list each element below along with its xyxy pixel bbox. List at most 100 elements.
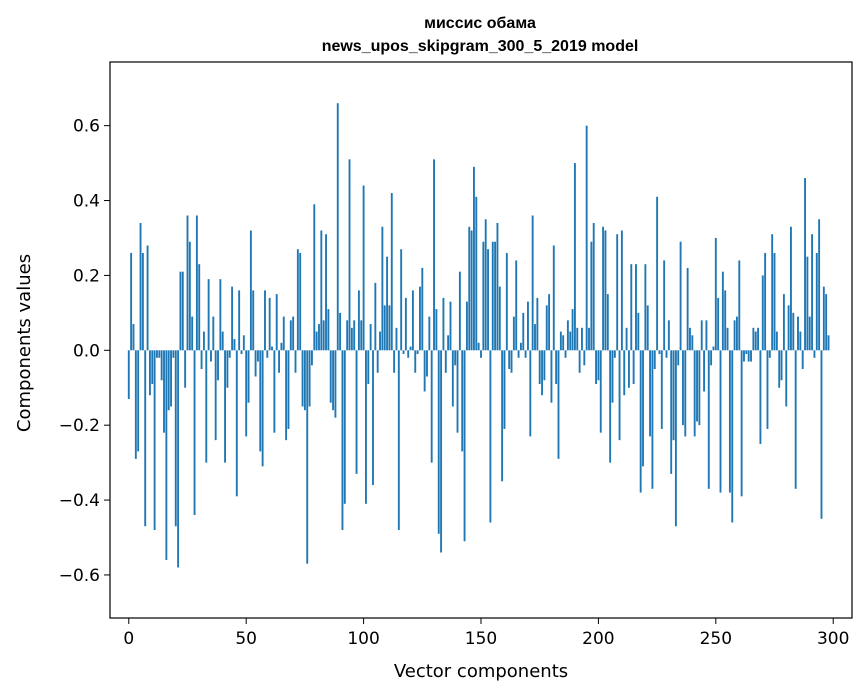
y-tick-label: −0.6 (59, 566, 100, 586)
bar-component-144 (465, 301, 468, 351)
bar-component-137 (449, 301, 452, 351)
bar-component-263 (745, 350, 748, 355)
bar-component-64 (278, 350, 280, 373)
bar-component-149 (477, 342, 480, 351)
bar-component-8 (146, 245, 149, 351)
x-tick-label: 300 (817, 629, 849, 649)
y-tick-label: 0.6 (73, 117, 100, 137)
bar-component-126 (423, 350, 426, 392)
bar-component-157 (496, 223, 499, 351)
bar-component-77 (308, 350, 311, 407)
bar-component-15 (163, 350, 165, 433)
bar-component-81 (318, 324, 320, 351)
bar-component-50 (245, 350, 248, 437)
bar-component-75 (303, 350, 306, 411)
bar-component-52 (249, 230, 252, 351)
bar-component-188 (569, 331, 572, 351)
bar-component-0 (127, 350, 130, 399)
bar-component-65 (280, 342, 283, 351)
bar-component-189 (571, 309, 574, 351)
bar-component-291 (811, 234, 814, 351)
bar-component-138 (451, 350, 454, 407)
bars-layer (127, 103, 830, 568)
bar-component-279 (782, 294, 785, 351)
bar-component-187 (566, 320, 569, 351)
bar-component-259 (736, 316, 738, 351)
bar-component-296 (822, 286, 825, 351)
bar-component-124 (419, 286, 421, 351)
bar-component-78 (311, 350, 313, 366)
bar-component-30 (198, 264, 201, 351)
bar-component-128 (428, 316, 431, 351)
bar-component-194 (583, 350, 586, 366)
bar-component-242 (696, 350, 698, 422)
bar-component-85 (327, 309, 330, 351)
bar-component-56 (259, 350, 262, 452)
bar-component-264 (747, 350, 750, 362)
bar-component-270 (761, 275, 764, 351)
bar-component-42 (226, 350, 229, 388)
bar-component-11 (153, 350, 156, 531)
bar-component-82 (320, 230, 323, 351)
bar-component-53 (252, 290, 255, 351)
bar-component-266 (752, 327, 755, 351)
bar-component-142 (461, 350, 464, 452)
chart-title: миссис обама (424, 15, 536, 32)
bar-component-161 (505, 252, 508, 351)
bar-component-165 (515, 260, 518, 351)
bar-component-152 (484, 219, 487, 351)
bar-component-238 (686, 267, 689, 351)
bar-component-210 (620, 230, 623, 351)
bar-component-129 (430, 350, 433, 463)
bar-component-265 (750, 350, 752, 362)
bar-component-127 (426, 350, 428, 377)
bar-component-158 (498, 286, 501, 351)
bar-component-268 (757, 327, 760, 351)
bar-component-202 (602, 226, 605, 351)
bar-component-3 (134, 350, 137, 459)
bar-component-136 (447, 335, 450, 351)
bar-component-253 (721, 271, 724, 351)
bar-component-145 (468, 226, 471, 351)
y-tick-label: 0.2 (73, 266, 100, 286)
bar-component-143 (463, 350, 466, 542)
bar-component-169 (524, 350, 527, 358)
bar-component-33 (205, 350, 208, 463)
bar-component-283 (792, 312, 795, 351)
bar-component-230 (667, 320, 670, 351)
bar-component-216 (635, 264, 637, 351)
bar-component-87 (332, 350, 335, 411)
bar-component-284 (794, 350, 797, 489)
bar-component-273 (768, 350, 771, 358)
bar-component-141 (458, 271, 461, 351)
bar-component-116 (400, 249, 403, 351)
bar-component-122 (414, 350, 417, 373)
y-tick-label: 0.4 (73, 192, 100, 212)
bar-component-205 (609, 350, 612, 463)
bar-component-49 (242, 335, 245, 351)
bar-component-150 (480, 350, 482, 358)
bar-component-121 (411, 290, 414, 351)
bar-component-79 (313, 204, 316, 351)
bar-component-182 (555, 350, 558, 384)
bar-component-160 (503, 350, 506, 429)
bar-component-103 (369, 324, 372, 351)
bar-component-16 (165, 350, 168, 560)
bar-component-34 (207, 279, 210, 351)
bar-component-287 (801, 350, 804, 370)
bar-component-200 (597, 350, 600, 381)
bar-component-38 (217, 350, 219, 381)
bar-component-1 (130, 252, 133, 351)
bar-component-256 (728, 350, 731, 493)
bar-component-280 (785, 350, 788, 407)
bar-component-276 (775, 331, 778, 351)
bar-component-285 (797, 316, 799, 351)
bar-component-105 (374, 282, 377, 351)
bar-component-112 (390, 193, 393, 351)
bar-component-18 (170, 350, 172, 407)
bar-component-199 (595, 350, 597, 384)
bar-component-90 (339, 312, 342, 351)
bar-component-237 (684, 350, 687, 437)
x-tick-label: 250 (700, 629, 732, 649)
